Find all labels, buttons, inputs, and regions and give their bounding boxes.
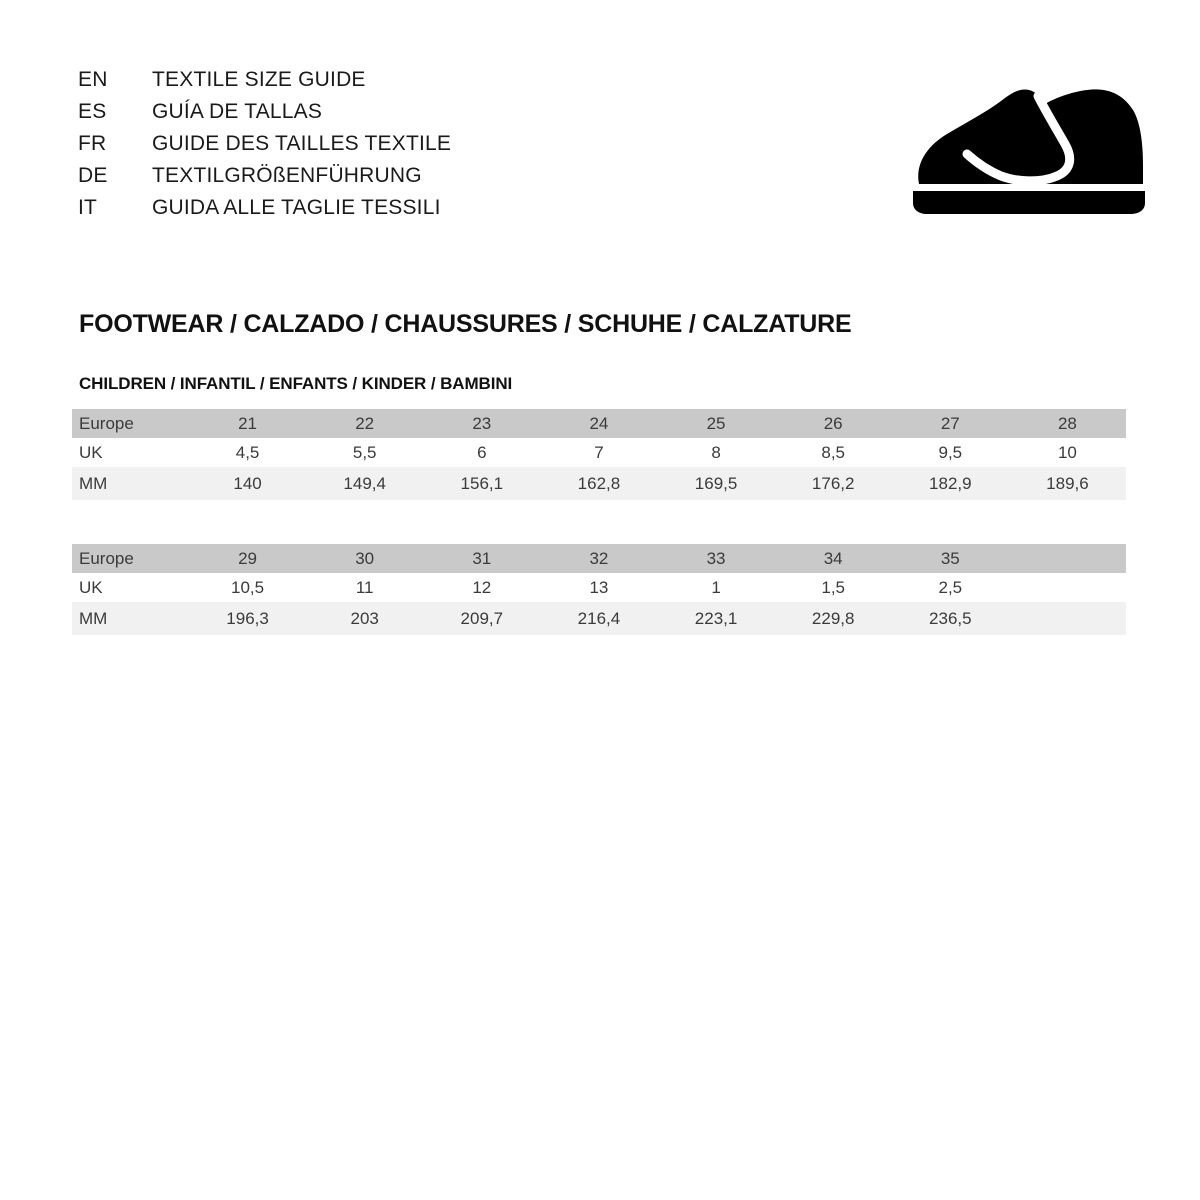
section-title-footwear: FOOTWEAR / CALZADO / CHAUSSURES / SCHUHE… — [79, 310, 852, 338]
table-cell: 169,5 — [657, 467, 775, 500]
table-row-europe: Europe 21 22 23 24 25 26 27 28 — [72, 409, 1126, 438]
table-cell: 189,6 — [1008, 467, 1126, 500]
table-cell: 182,9 — [891, 467, 1009, 500]
language-label-de: TEXTILGRÖßENFÜHRUNG — [152, 164, 422, 187]
table-cell: 5,5 — [306, 438, 424, 467]
table-cell: 13 — [540, 573, 658, 602]
table-cell: 6 — [423, 438, 541, 467]
table-cell: 196,3 — [189, 602, 307, 635]
table-cell: 203 — [306, 602, 424, 635]
table-cell: 30 — [306, 544, 424, 573]
row-label-europe: Europe — [72, 544, 189, 573]
table-cell: 35 — [891, 544, 1009, 573]
language-label-en: TEXTILE SIZE GUIDE — [152, 68, 366, 91]
row-label-mm: MM — [72, 602, 189, 635]
table-cell: 4,5 — [189, 438, 307, 467]
row-label-europe: Europe — [72, 409, 189, 438]
size-table-children-21-28: Europe 21 22 23 24 25 26 27 28 UK 4,5 5,… — [72, 409, 1126, 500]
language-code-fr: FR — [78, 132, 107, 155]
language-row-en: EN TEXTILE SIZE GUIDE — [78, 68, 451, 100]
table-cell: 25 — [657, 409, 775, 438]
table-cell: 12 — [423, 573, 541, 602]
language-row-fr: FR GUIDE DES TAILLES TEXTILE — [78, 132, 451, 164]
language-label-es: GUÍA DE TALLAS — [152, 100, 323, 123]
table-cell: 26 — [774, 409, 892, 438]
table-cell: 10,5 — [189, 573, 307, 602]
table-cell-empty — [1008, 544, 1126, 573]
row-label-uk: UK — [72, 438, 189, 467]
table-cell: 9,5 — [891, 438, 1009, 467]
language-label-fr: GUIDE DES TAILLES TEXTILE — [152, 132, 452, 155]
language-row-de: DE TEXTILGRÖßENFÜHRUNG — [78, 164, 451, 196]
table-cell: 176,2 — [774, 467, 892, 500]
table-row-mm: MM 196,3 203 209,7 216,4 223,1 229,8 236… — [72, 602, 1126, 635]
size-table-children-29-35: Europe 29 30 31 32 33 34 35 UK 10,5 11 1… — [72, 544, 1126, 635]
table-cell: 31 — [423, 544, 541, 573]
table-cell: 22 — [306, 409, 424, 438]
language-row-es: ES GUÍA DE TALLAS — [78, 100, 451, 132]
language-code-en: EN — [78, 68, 108, 91]
table-cell: 24 — [540, 409, 658, 438]
language-label-it: GUIDA ALLE TAGLIE TESSILI — [152, 196, 441, 219]
table-cell: 34 — [774, 544, 892, 573]
table-cell: 11 — [306, 573, 424, 602]
table-cell: 162,8 — [540, 467, 658, 500]
row-label-uk: UK — [72, 573, 189, 602]
table-cell: 223,1 — [657, 602, 775, 635]
table-cell: 7 — [540, 438, 658, 467]
table-cell: 10 — [1008, 438, 1126, 467]
table-cell-empty — [1008, 573, 1126, 602]
language-list: EN TEXTILE SIZE GUIDE ES GUÍA DE TALLAS … — [78, 68, 451, 228]
row-label-mm: MM — [72, 467, 189, 500]
language-code-de: DE — [78, 164, 108, 187]
table-cell: 32 — [540, 544, 658, 573]
table-cell: 8 — [657, 438, 775, 467]
table-cell: 28 — [1008, 409, 1126, 438]
table-cell: 27 — [891, 409, 1009, 438]
table-cell: 21 — [189, 409, 307, 438]
page-header: EN TEXTILE SIZE GUIDE ES GUÍA DE TALLAS … — [0, 0, 1200, 250]
table-row-uk: UK 4,5 5,5 6 7 8 8,5 9,5 10 — [72, 438, 1126, 467]
table-cell: 149,4 — [306, 467, 424, 500]
language-code-it: IT — [78, 196, 98, 219]
table-row-uk: UK 10,5 11 12 13 1 1,5 2,5 — [72, 573, 1126, 602]
table-cell-empty — [1008, 602, 1126, 635]
table-cell: 1 — [657, 573, 775, 602]
table-cell: 140 — [189, 467, 307, 500]
table-cell: 156,1 — [423, 467, 541, 500]
table-row-europe: Europe 29 30 31 32 33 34 35 — [72, 544, 1126, 573]
table-cell: 2,5 — [891, 573, 1009, 602]
table-cell: 23 — [423, 409, 541, 438]
language-code-es: ES — [78, 100, 107, 123]
table-cell: 1,5 — [774, 573, 892, 602]
table-cell: 33 — [657, 544, 775, 573]
table-cell: 8,5 — [774, 438, 892, 467]
language-row-it: IT GUIDA ALLE TAGLIE TESSILI — [78, 196, 451, 228]
table-cell: 209,7 — [423, 602, 541, 635]
table-cell: 229,8 — [774, 602, 892, 635]
table-cell: 236,5 — [891, 602, 1009, 635]
subsection-title-children: CHILDREN / INFANTIL / ENFANTS / KINDER /… — [79, 374, 513, 393]
table-row-mm: MM 140 149,4 156,1 162,8 169,5 176,2 182… — [72, 467, 1126, 500]
table-cell: 29 — [189, 544, 307, 573]
shoe-icon — [905, 72, 1155, 217]
table-cell: 216,4 — [540, 602, 658, 635]
